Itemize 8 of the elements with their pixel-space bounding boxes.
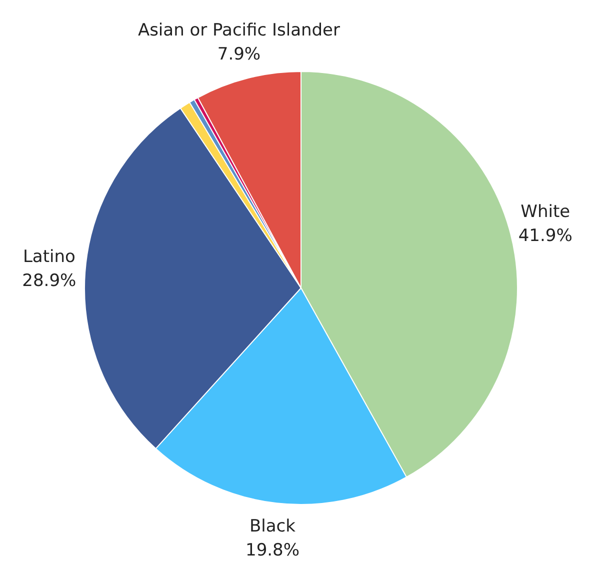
- data-label: 28.9%: [22, 271, 76, 292]
- slice-label: White: [520, 202, 570, 222]
- data-label: 7.9%: [217, 44, 261, 65]
- data-label: 19.8%: [245, 540, 300, 560]
- slice-label: Black: [250, 516, 296, 536]
- slice-label: Asian or Pacific Islander: [138, 20, 340, 41]
- slice-label: Latino: [22, 247, 76, 268]
- data-label: 41.9%: [518, 226, 572, 246]
